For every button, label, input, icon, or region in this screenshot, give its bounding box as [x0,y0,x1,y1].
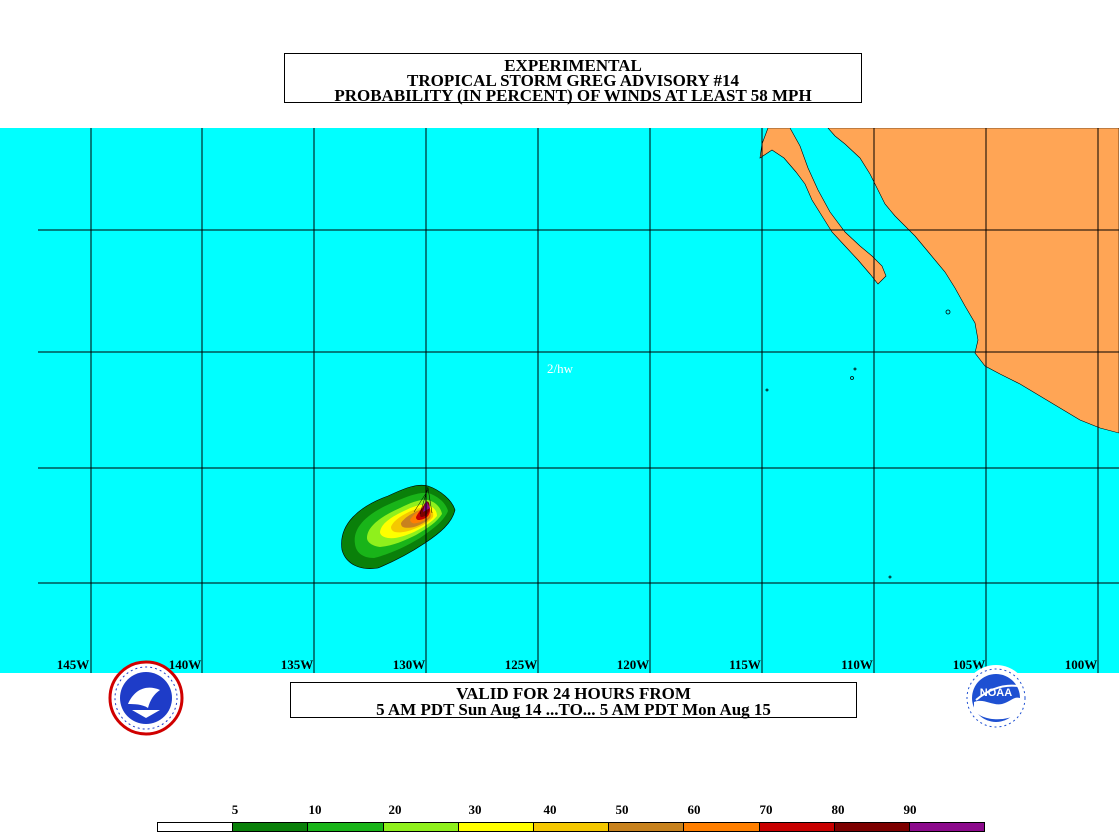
lon-label-105w: 105W [952,657,986,672]
legend-label-90: 90 [903,802,917,817]
lon-label-120w: 120W [616,657,650,672]
legend-swatch [759,823,835,831]
legend-label-60: 60 [687,802,701,817]
legend-label-50: 50 [615,802,629,817]
lon-label-130w: 130W [392,657,426,672]
legend-swatch [533,823,610,831]
legend-swatch [233,823,309,831]
contour-outline [341,484,456,569]
title-line-2: TROPICAL STORM GREG ADVISORY #14 [407,71,739,90]
legend-swatch [158,823,234,831]
lon-label-110w: 110W [841,657,873,672]
nws-logo [108,660,184,736]
noaa-logo: NOAA [963,665,1029,731]
lon-label-140w: 140W [168,657,202,672]
legend-label-70: 70 [759,802,773,817]
legend-label-10: 10 [308,802,322,817]
legend-label-20: 20 [388,802,402,817]
graticule [38,128,1119,673]
mexico-mainland [827,128,1119,434]
valid-line-1: VALID FOR 24 HOURS FROM [456,684,691,703]
legend-swatch [684,823,760,831]
probability-map: 2/hw [0,128,1119,673]
title-box: EXPERIMENTAL TROPICAL STORM GREG ADVISOR… [284,53,862,105]
island [850,376,854,380]
legend-swatch [383,823,459,831]
lon-label-115w: 115W [729,657,761,672]
legend-label-5: 5 [231,802,239,817]
valid-period-box: VALID FOR 24 HOURS FROM 5 AM PDT Sun Aug… [290,682,857,718]
legend-swatch [834,823,910,831]
legend-swatch [609,823,685,831]
lon-label-145w: 145W [56,657,90,672]
valid-line-2: 5 AM PDT Sun Aug 14 ...TO... 5 AM PDT Mo… [376,700,771,719]
lon-label-125w: 125W [504,657,538,672]
baja-peninsula [759,128,887,285]
legend-swatch [458,823,534,831]
noaa-logo-text: NOAA [980,687,1012,699]
map-annotation: 2/hw [547,361,574,376]
lon-label-100w: 100W [1064,657,1098,672]
legend-label-40: 40 [543,802,557,817]
island [888,575,892,579]
title-line-3: PROBABILITY (IN PERCENT) OF WINDS AT LEA… [334,86,812,105]
legend-label-30: 30 [468,802,482,817]
island [765,388,769,392]
legend-color-bar [157,822,985,832]
island [853,367,857,371]
lon-label-135w: 135W [280,657,314,672]
island [945,309,951,315]
legend-swatch [909,823,985,831]
legend-label-80: 80 [831,802,845,817]
title-line-1: EXPERIMENTAL [504,56,642,75]
legend-swatch [308,823,384,831]
